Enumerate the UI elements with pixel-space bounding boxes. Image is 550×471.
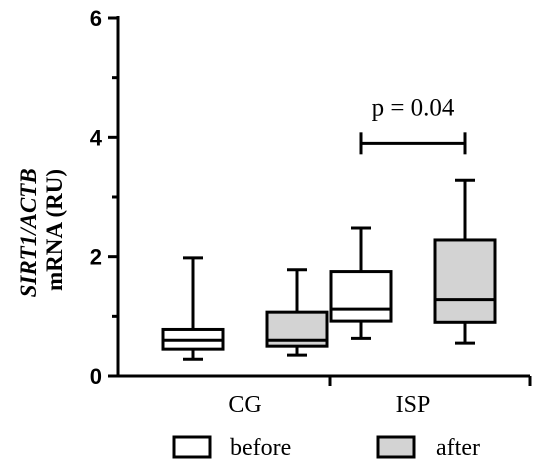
y-axis-title-gene: SIRT1/ACTB bbox=[16, 168, 41, 297]
legend-label-before: before bbox=[230, 435, 291, 461]
significance-annotation: p = 0.04 bbox=[359, 94, 467, 155]
y-axis-title: SIRT1/ACTB mRNA (RU) bbox=[16, 163, 67, 298]
box-iqr bbox=[433, 238, 497, 324]
x-axis: CG ISP bbox=[118, 374, 532, 418]
y-tick-label: 4 bbox=[90, 125, 103, 150]
box-iqr bbox=[329, 270, 393, 323]
y-tick-label: 6 bbox=[90, 6, 102, 31]
box-before-ISP bbox=[329, 226, 393, 340]
legend-swatch-after bbox=[376, 435, 416, 459]
box-after-CG bbox=[265, 268, 329, 357]
y-tick-label: 2 bbox=[90, 245, 102, 270]
x-category-label: ISP bbox=[396, 392, 431, 418]
legend: before after bbox=[172, 435, 480, 461]
legend-label-after: after bbox=[436, 435, 480, 461]
p-value-label: p = 0.04 bbox=[372, 94, 455, 121]
box-after-ISP bbox=[433, 178, 497, 345]
y-axis: 0 2 4 6 bbox=[90, 6, 120, 389]
legend-swatch-before bbox=[172, 435, 212, 459]
x-category-label: CG bbox=[228, 392, 261, 418]
y-tick-label: 0 bbox=[90, 364, 102, 389]
y-axis-title-unit: mRNA (RU) bbox=[42, 169, 67, 291]
box-before-CG bbox=[161, 256, 225, 361]
boxes-group bbox=[161, 178, 497, 361]
